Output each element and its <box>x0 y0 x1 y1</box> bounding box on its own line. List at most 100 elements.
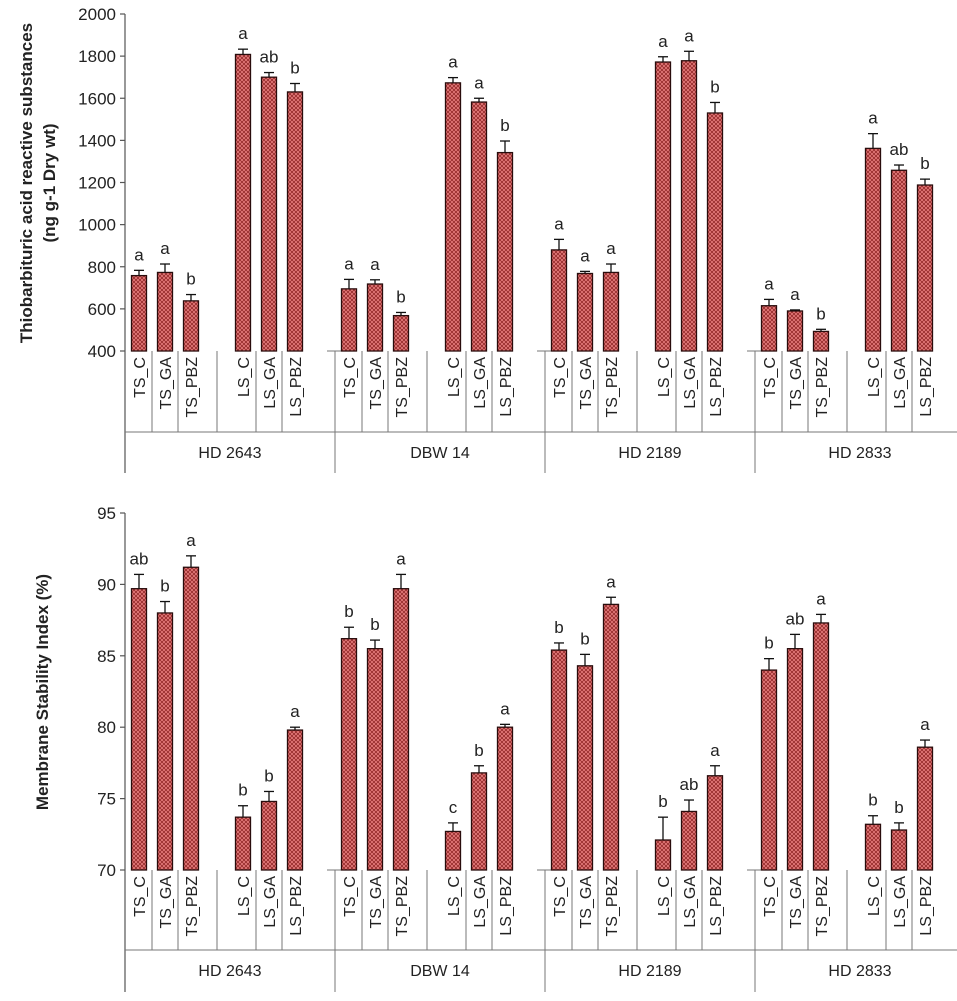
significance-letter: ab <box>130 549 149 568</box>
bar <box>392 314 410 352</box>
msi-chart: 95 90 85 80 75 70 Membrane Stability Index (%)… <box>33 504 957 992</box>
y-tick-label: 90 <box>97 575 116 594</box>
bar <box>576 665 594 871</box>
bar <box>130 274 148 352</box>
category-label: TS_GA <box>788 876 805 929</box>
bar <box>182 300 200 352</box>
significance-letter: a <box>474 73 484 92</box>
significance-letter: a <box>554 214 564 233</box>
category-label: TS_PBZ <box>394 876 411 937</box>
group-label: DBW 14 <box>410 445 470 462</box>
y-tick-label: 1200 <box>78 174 116 193</box>
significance-letter: b <box>370 615 379 634</box>
significance-letter: b <box>474 741 483 760</box>
bar <box>286 91 304 352</box>
significance-letter: a <box>606 572 616 591</box>
category-label: LS_GA <box>892 357 909 409</box>
category-label: TS_GA <box>788 357 805 410</box>
tbars-chart: 2000 1800 1600 1400 1200 1000 800 600 400 Thiobar… <box>17 5 957 473</box>
bar <box>260 800 278 871</box>
significance-letter: a <box>580 246 590 265</box>
bar <box>576 272 594 352</box>
category-label: LS_C <box>656 876 673 916</box>
bar <box>602 603 620 871</box>
category-label: LS_PBZ <box>708 357 725 417</box>
category-label: TS_GA <box>158 876 175 929</box>
bar <box>550 649 568 871</box>
bar <box>890 829 908 871</box>
significance-letter: a <box>606 239 616 258</box>
category-label: LS_PBZ <box>498 876 515 936</box>
significance-letter: c <box>449 798 458 817</box>
significance-letter: b <box>264 766 273 785</box>
bar <box>340 638 358 871</box>
category-label: LS_C <box>236 876 253 916</box>
significance-letter: b <box>344 602 353 621</box>
category-label: LS_PBZ <box>708 876 725 936</box>
y-tick-label: 2000 <box>78 5 116 24</box>
category-label: LS_PBZ <box>498 357 515 417</box>
group-label: DBW 14 <box>410 963 470 980</box>
y-axis-title: Thiobarbituric acid reactive substances <box>17 23 36 343</box>
category-label: TS_PBZ <box>394 357 411 418</box>
bar <box>550 249 568 352</box>
y-axis-title-unit: (ng g-1 Dry wt) <box>40 124 59 243</box>
bar <box>786 648 804 871</box>
category-label: TS_C <box>342 876 359 917</box>
category-label: TS_GA <box>368 357 385 410</box>
bar <box>260 76 278 352</box>
bar <box>130 588 148 871</box>
category-label: LS_C <box>236 357 253 397</box>
group-label: HD 2189 <box>618 963 681 980</box>
group-label: HD 2833 <box>828 445 891 462</box>
significance-letter: ab <box>680 775 699 794</box>
category-label: LS_PBZ <box>288 876 305 936</box>
bar <box>916 184 934 352</box>
y-tick-label: 80 <box>97 718 116 737</box>
significance-letter: b <box>160 577 169 596</box>
y-axis-title: Membrane Stability Index (%) <box>33 574 52 810</box>
significance-letter: a <box>658 32 668 51</box>
category-label: LS_PBZ <box>918 876 935 936</box>
significance-letter: a <box>160 239 170 258</box>
bar <box>156 271 174 352</box>
y-tick-label: 95 <box>97 504 116 523</box>
category-label: LS_GA <box>262 357 279 409</box>
y-tick-label: 400 <box>88 342 116 361</box>
category-label: LS_C <box>446 357 463 397</box>
category-label: TS_C <box>132 357 149 398</box>
significance-letter: b <box>894 798 903 817</box>
category-label: TS_C <box>762 876 779 917</box>
bar <box>760 305 778 352</box>
category-label: TS_C <box>132 876 149 917</box>
category-label: LS_GA <box>892 876 909 928</box>
category-label: TS_GA <box>578 357 595 410</box>
category-label: LS_GA <box>472 357 489 409</box>
significance-letter: b <box>816 304 825 323</box>
significance-letter: b <box>238 781 247 800</box>
category-label: TS_GA <box>368 876 385 929</box>
significance-letter: b <box>580 629 589 648</box>
significance-letter: ab <box>260 48 279 67</box>
significance-letter: a <box>500 699 510 718</box>
bar <box>496 151 514 352</box>
significance-letter: b <box>764 634 773 653</box>
group-label: HD 2189 <box>618 445 681 462</box>
category-label: TS_PBZ <box>184 357 201 418</box>
significance-letter: b <box>500 116 509 135</box>
bar <box>706 112 724 352</box>
category-label: LS_GA <box>472 876 489 928</box>
y-tick-label: 85 <box>97 647 116 666</box>
bar <box>234 816 252 871</box>
significance-letter: ab <box>890 140 909 159</box>
category-label: LS_GA <box>682 876 699 928</box>
y-tick-label: 800 <box>88 258 116 277</box>
category-label: LS_C <box>656 357 673 397</box>
bar <box>470 772 488 871</box>
significance-letter: a <box>764 274 774 293</box>
significance-letter: a <box>868 109 878 128</box>
significance-letter: b <box>396 287 405 306</box>
bar <box>916 746 934 871</box>
category-label: TS_C <box>552 357 569 398</box>
